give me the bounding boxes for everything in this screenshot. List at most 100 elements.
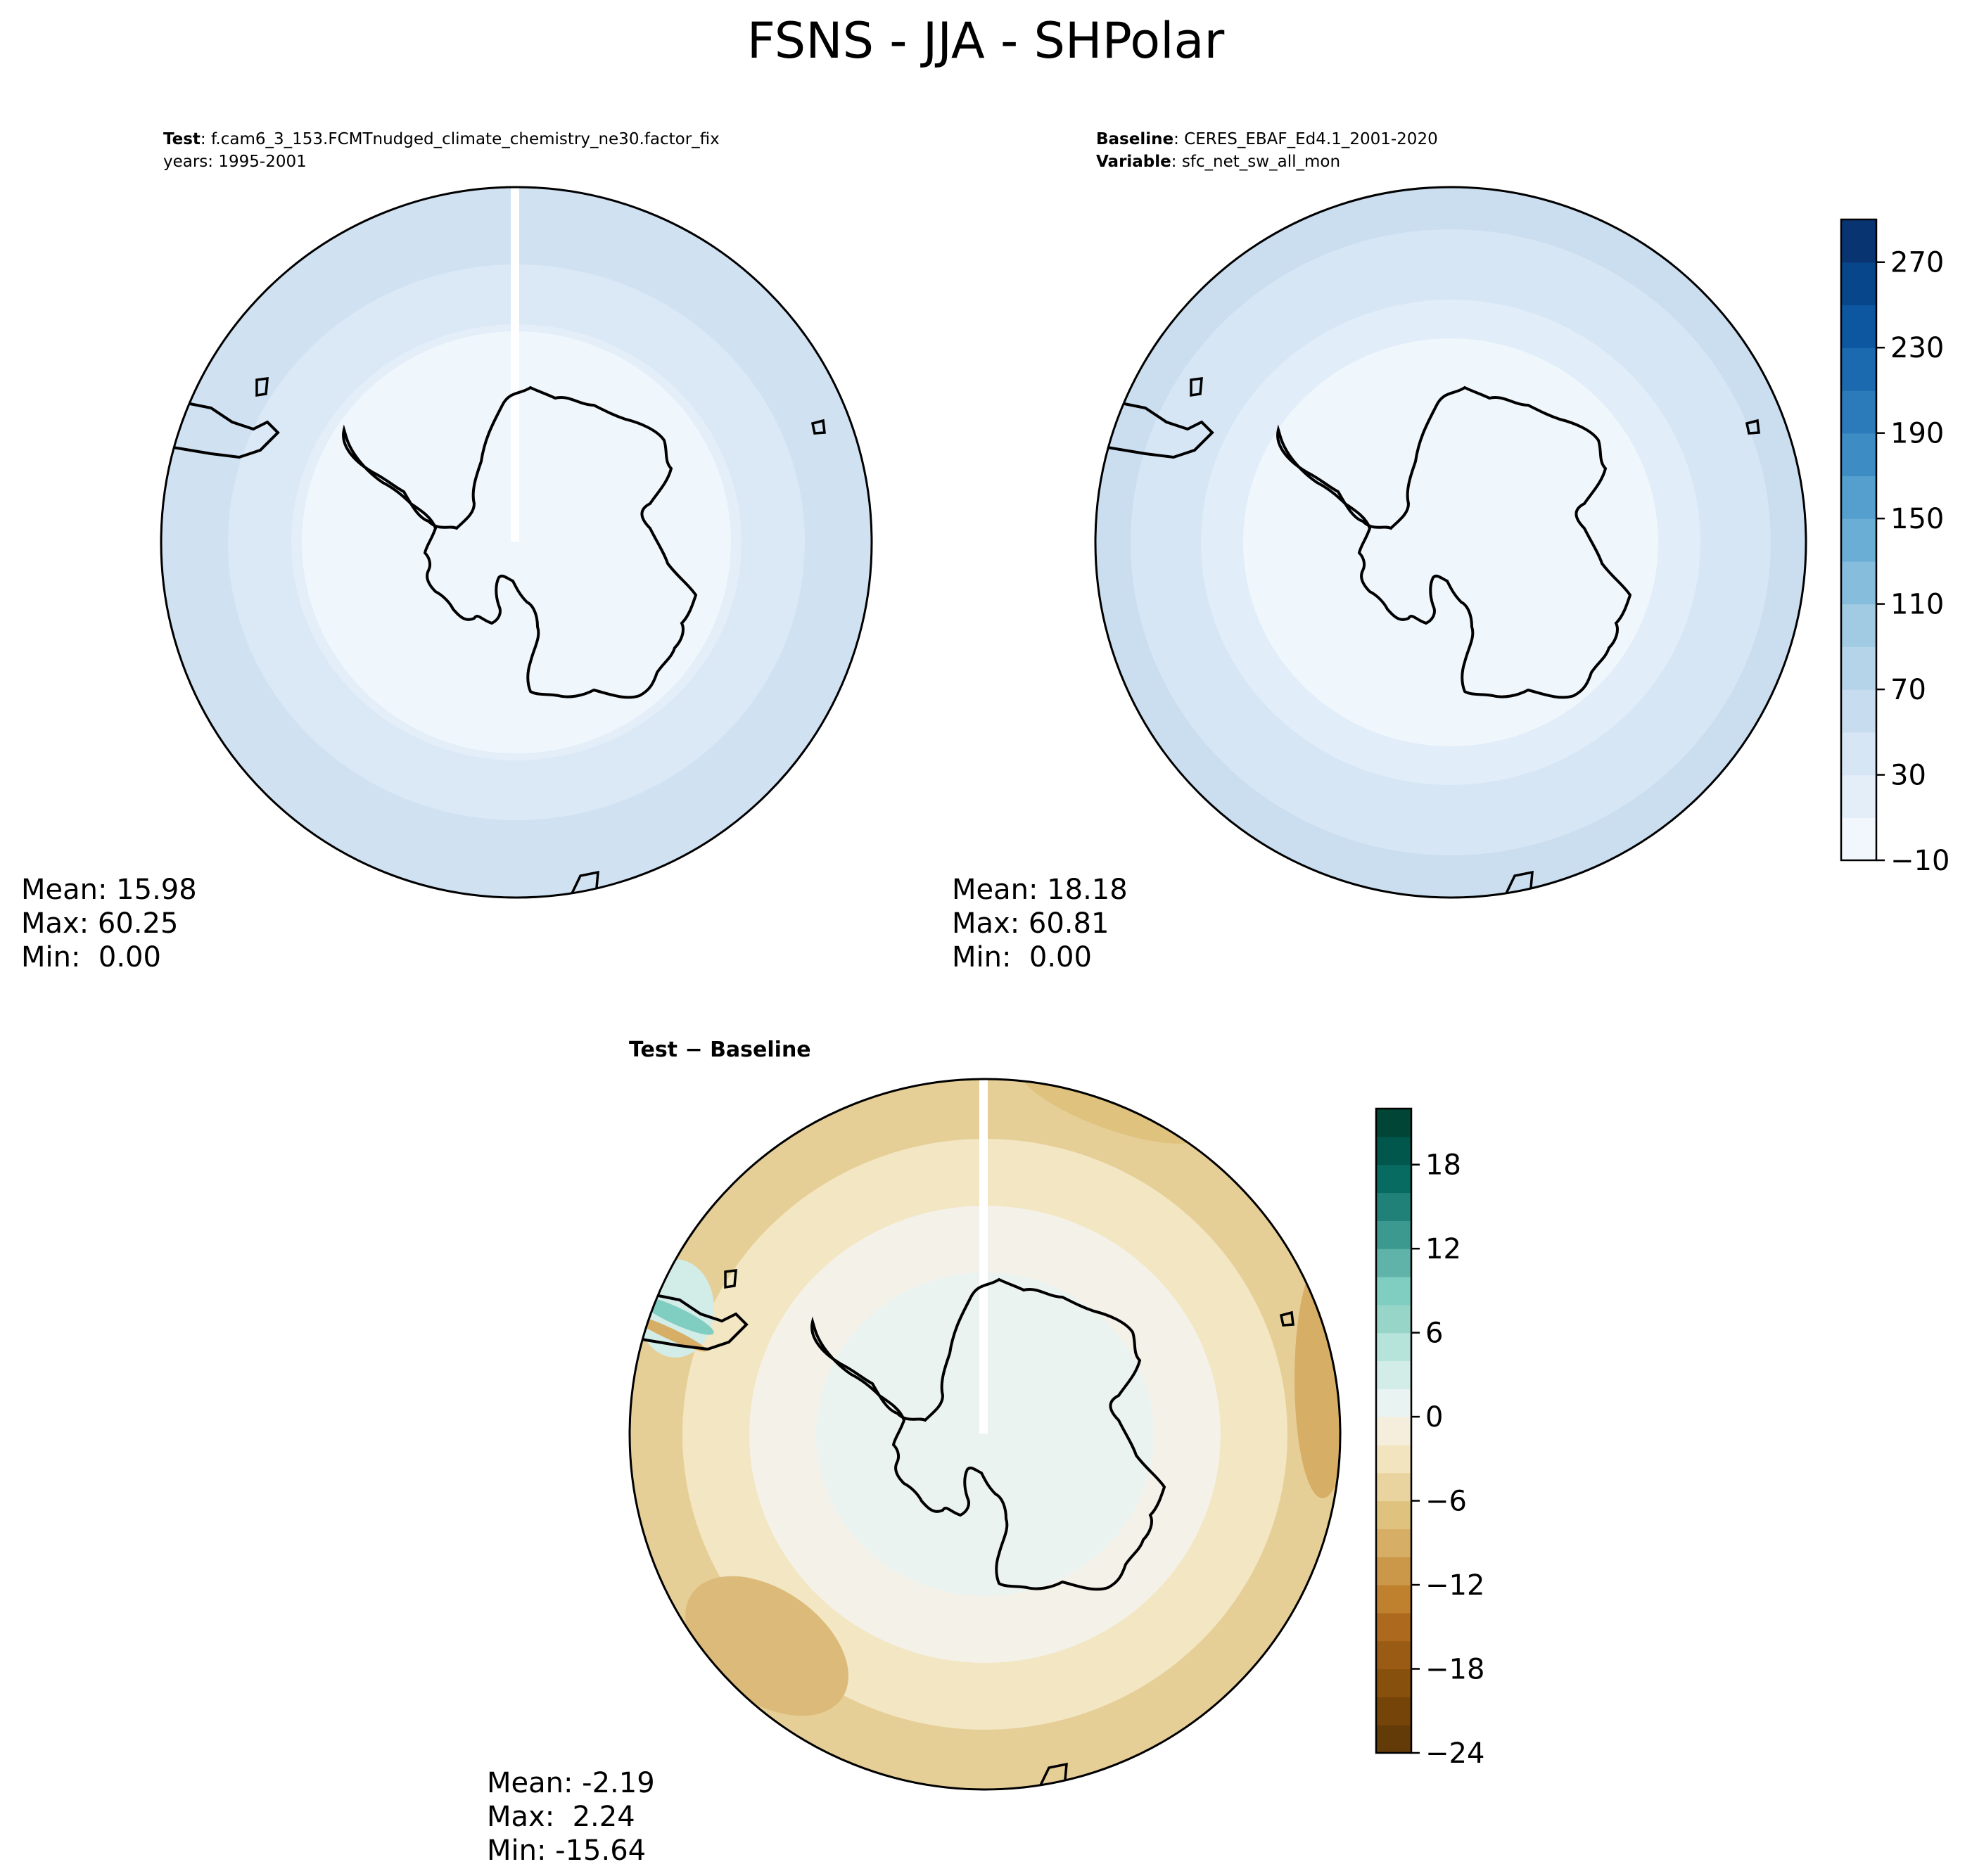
- brbg-colorbar-segment: [1376, 1725, 1411, 1754]
- blues-colorbar-segment: [1841, 774, 1876, 818]
- difference-map: [630, 1079, 1340, 1789]
- baseline-label-sep: :: [1173, 130, 1184, 148]
- difference-mean: Mean: -2.19: [487, 1767, 655, 1799]
- brbg-colorbar-segment: [1376, 1585, 1411, 1614]
- baseline-island-east: [1745, 419, 1760, 435]
- blues-colorbar-segment: [1841, 518, 1876, 562]
- test-south-georgia: [255, 376, 269, 397]
- blues-colorbar-segment: [1841, 604, 1876, 647]
- colorbar-brbg: −24 −18 −12 −6 0 6 12 18: [1375, 1107, 1484, 1770]
- test-map-boundary: [160, 186, 873, 899]
- brbg-colorbar-tick-label: −6: [1425, 1486, 1467, 1518]
- baseline-variable-name: sfc_net_sw_all_mon: [1182, 153, 1340, 171]
- test-map: [161, 187, 872, 898]
- test-island-bottom: [570, 870, 599, 895]
- brbg-colorbar-tick-label: −24: [1425, 1737, 1484, 1770]
- difference-missing-data-strip: [979, 1079, 988, 1434]
- test-min: Min: 0.00: [21, 941, 161, 974]
- brbg-colorbar-segment: [1376, 1612, 1411, 1642]
- test-years: years: 1995-2001: [163, 153, 307, 171]
- brbg-colorbar-segment: [1376, 1276, 1411, 1306]
- brbg-colorbar-segment: [1376, 1109, 1411, 1137]
- blues-colorbar-segment: [1841, 646, 1876, 690]
- blues-colorbar-segment: [1841, 732, 1876, 776]
- brbg-colorbar-tick-label: 0: [1425, 1401, 1443, 1434]
- difference-header: Test − Baseline: [629, 1038, 811, 1062]
- difference-label-test: Test: [629, 1038, 678, 1062]
- test-missing-data-strip: [511, 187, 519, 542]
- blues-colorbar-segment: [1841, 305, 1876, 348]
- difference-island-east: [1279, 1310, 1294, 1327]
- blues-colorbar-tick-label: 30: [1890, 760, 1926, 792]
- baseline-dataset-name: CERES_EBAF_Ed4.1_2001-2020: [1184, 130, 1438, 148]
- brbg-colorbar-segment: [1376, 1668, 1411, 1697]
- blues-colorbar-tick-label: −10: [1890, 845, 1949, 877]
- baseline-south-america-coast: [1102, 400, 1214, 459]
- difference-south-america-coast: [637, 1291, 749, 1351]
- difference-zone-core: [816, 1272, 1154, 1596]
- brbg-colorbar-tick-label: 12: [1425, 1233, 1461, 1265]
- brbg-colorbar-segment: [1376, 1249, 1411, 1277]
- difference-label-op: −: [678, 1038, 710, 1062]
- brbg-colorbar-tick-label: −12: [1425, 1569, 1484, 1602]
- brbg-colorbar-segment: [1376, 1697, 1411, 1725]
- baseline-zone-core: [1243, 338, 1658, 746]
- difference-orange-strip: [630, 1314, 707, 1352]
- baseline-map-boundary: [1094, 186, 1807, 899]
- brbg-colorbar-frame: [1375, 1107, 1413, 1754]
- difference-teal-strip: [637, 1296, 714, 1335]
- baseline-map: [1095, 187, 1806, 898]
- blues-colorbar-frame: [1840, 218, 1878, 862]
- blues-colorbar-segment: [1841, 262, 1876, 306]
- brbg-colorbar-segment: [1376, 1529, 1411, 1557]
- brbg-colorbar-segment: [1376, 1360, 1411, 1389]
- baseline-variable-sep: :: [1171, 153, 1182, 171]
- blues-colorbar-tick-label: 230: [1890, 332, 1944, 364]
- baseline-island-bottom: [1504, 870, 1534, 895]
- test-panel: Test: f.cam6_3_153.FCMTnudged_climate_ch…: [21, 130, 873, 974]
- difference-map-boundary: [628, 1078, 1342, 1791]
- test-zone-core: [302, 331, 731, 753]
- blues-colorbar-tick-label: 150: [1890, 503, 1944, 535]
- figure-title: FSNS - JJA - SHPolar: [747, 12, 1225, 70]
- difference-panel: Test − Baseline Mean: -2.19 Max: 2.24 Mi…: [487, 1038, 1342, 1867]
- baseline-variable-line: Variable: sfc_net_sw_all_mon: [1096, 153, 1340, 171]
- blues-colorbar-segment: [1841, 817, 1876, 861]
- brbg-colorbar-segment: [1376, 1192, 1411, 1221]
- test-south-america-coast: [168, 400, 280, 459]
- blues-colorbar-segment: [1841, 476, 1876, 519]
- difference-max: Max: 2.24: [487, 1801, 635, 1833]
- difference-south-georgia: [724, 1268, 737, 1289]
- baseline-panel: Baseline: CERES_EBAF_Ed4.1_2001-2020 Var…: [952, 130, 1807, 974]
- blues-colorbar-segment: [1841, 390, 1876, 434]
- brbg-colorbar-segment: [1376, 1557, 1411, 1585]
- difference-min: Min: -15.64: [487, 1834, 646, 1867]
- brbg-colorbar-segment: [1376, 1389, 1411, 1417]
- test-island-east: [810, 419, 826, 435]
- blues-colorbar-segment: [1841, 219, 1876, 263]
- brbg-colorbar-segment: [1376, 1500, 1411, 1529]
- baseline-variable-key: Variable: [1096, 153, 1171, 171]
- baseline-header: Baseline: CERES_EBAF_Ed4.1_2001-2020: [1096, 130, 1438, 148]
- brbg-colorbar-segment: [1376, 1332, 1411, 1362]
- blues-colorbar-tick-label: 70: [1890, 674, 1926, 706]
- difference-island-bottom: [1038, 1762, 1068, 1787]
- brbg-colorbar-segment: [1376, 1640, 1411, 1670]
- colorbar-blues: −10 30 70 110 150 190 230 270: [1840, 218, 1949, 877]
- test-header: Test: f.cam6_3_153.FCMTnudged_climate_ch…: [163, 130, 720, 148]
- baseline-label-key: Baseline: [1096, 130, 1173, 148]
- test-case-name: f.cam6_3_153.FCMTnudged_climate_chemistr…: [211, 130, 720, 148]
- blues-colorbar-segment: [1841, 433, 1876, 476]
- brbg-colorbar-tick-label: −18: [1425, 1654, 1484, 1686]
- baseline-mean: Mean: 18.18: [952, 874, 1128, 906]
- difference-deep-brown-east: [1294, 1259, 1340, 1498]
- blues-colorbar-segment: [1841, 689, 1876, 733]
- brbg-colorbar-segment: [1376, 1444, 1411, 1474]
- test-label-key: Test: [163, 130, 201, 148]
- baseline-max: Max: 60.81: [952, 907, 1109, 940]
- baseline-min: Min: 0.00: [952, 941, 1092, 974]
- brbg-colorbar-segment: [1376, 1136, 1411, 1166]
- brbg-colorbar-segment: [1376, 1220, 1411, 1249]
- brbg-colorbar-segment: [1376, 1164, 1411, 1194]
